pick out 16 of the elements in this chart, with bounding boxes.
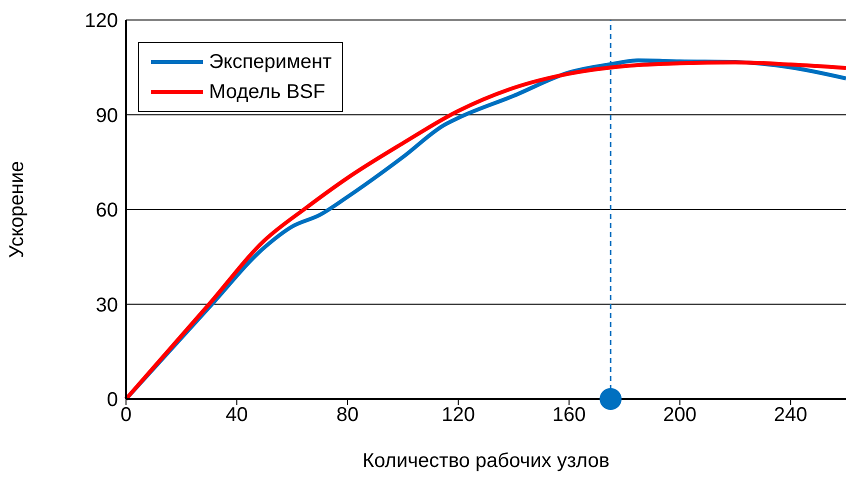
y-tick-label: 30 xyxy=(96,294,118,316)
x-tick-label: 120 xyxy=(442,404,475,426)
y-tick-label: 90 xyxy=(96,104,118,127)
y-axis-title: Ускорение xyxy=(6,160,28,258)
y-tick-label: 120 xyxy=(84,10,118,32)
x-tick-label: 0 xyxy=(120,404,132,426)
x-tick-label: 40 xyxy=(226,404,248,426)
legend-label: Модель BSF xyxy=(209,80,326,104)
x-tick-label: 160 xyxy=(552,404,586,426)
legend-label: Эксперимент xyxy=(209,50,332,74)
x-tick-label: 80 xyxy=(336,404,359,426)
y-tick-label: 0 xyxy=(106,389,118,412)
x-tick-label: 240 xyxy=(774,404,808,426)
x-tick-label: 200 xyxy=(663,404,697,426)
x-axis-title: Количество рабочих узлов xyxy=(362,450,610,472)
y-tick-label: 60 xyxy=(96,200,118,222)
